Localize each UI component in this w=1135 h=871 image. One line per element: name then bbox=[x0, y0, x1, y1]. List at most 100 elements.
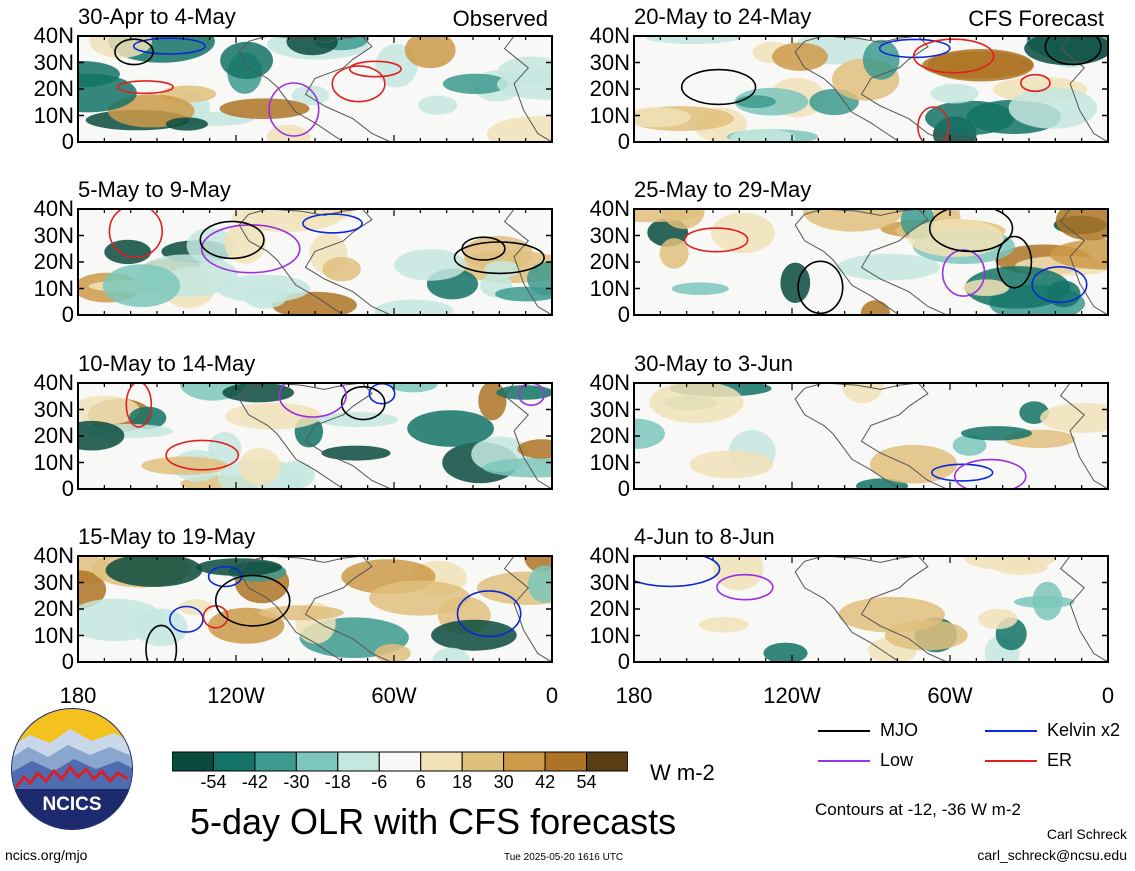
olr-anomaly-blob bbox=[1040, 402, 1108, 433]
legend-kelvin: Kelvin x2 bbox=[985, 720, 1120, 741]
olr-anomaly-blob bbox=[649, 383, 744, 424]
olr-anomaly-blob bbox=[238, 448, 281, 486]
y-tick-label: 40N bbox=[33, 543, 74, 568]
olr-anomaly-blob bbox=[671, 282, 729, 296]
author-email: carl_schreck@ncsu.edu bbox=[977, 847, 1127, 863]
y-tick-label: 40N bbox=[589, 543, 630, 568]
y-tick-label: 10N bbox=[33, 275, 74, 301]
legend-mjo-label: MJO bbox=[880, 720, 918, 740]
coastline-africa bbox=[1059, 383, 1108, 489]
legend-mjo-line bbox=[818, 730, 870, 733]
coastline-africa bbox=[503, 383, 552, 489]
y-tick-label: 40N bbox=[33, 196, 74, 221]
wave-contour bbox=[456, 590, 522, 638]
y-tick-label: 30N bbox=[589, 396, 630, 422]
olr-anomaly-blob bbox=[89, 36, 152, 58]
wave-contour bbox=[278, 383, 347, 418]
olr-anomaly-blob bbox=[196, 558, 282, 576]
colorbar-swatch bbox=[461, 751, 505, 772]
olr-anomaly-blob bbox=[394, 249, 467, 281]
olr-anomaly-blob bbox=[388, 383, 438, 393]
olr-anomaly-blob bbox=[291, 209, 353, 222]
colorbar-tick-label: -30 bbox=[283, 772, 310, 792]
olr-anomaly-blob bbox=[862, 39, 900, 80]
olr-anomaly-blob bbox=[78, 420, 125, 451]
olr-anomaly-blob bbox=[772, 42, 828, 71]
colorbar-swatch bbox=[254, 751, 297, 772]
olr-anomaly-blob bbox=[713, 556, 764, 591]
olr-anomaly-blob bbox=[291, 85, 330, 106]
coastline-africa bbox=[503, 556, 552, 662]
source-url: ncics.org/mjo bbox=[5, 847, 88, 863]
colorbar-swatch bbox=[337, 751, 380, 772]
olr-anomaly-blob bbox=[442, 73, 508, 95]
wave-contour bbox=[683, 227, 749, 253]
olr-anomaly-blob bbox=[404, 36, 456, 69]
olr-anomaly-blob bbox=[219, 98, 310, 119]
panel-title-p7: 30-May to 3-Jun bbox=[634, 351, 793, 376]
olr-anomaly-blob bbox=[1008, 87, 1098, 129]
olr-anomaly-blob bbox=[225, 402, 322, 430]
y-tick-label: 0 bbox=[617, 649, 630, 674]
map-panel-p1 bbox=[77, 35, 553, 143]
y-tick-label: 0 bbox=[61, 649, 74, 674]
map-panel-p6 bbox=[633, 208, 1109, 316]
coastline-africa bbox=[1059, 36, 1108, 142]
olr-anomaly-blob bbox=[952, 435, 987, 456]
legend-er: ER bbox=[985, 750, 1072, 771]
wave-contour bbox=[996, 235, 1033, 289]
colorbar-tick-label: 54 bbox=[576, 772, 597, 792]
olr-anomaly-blob bbox=[735, 95, 776, 109]
olr-anomaly-blob bbox=[220, 41, 273, 79]
figure-title: 5-day OLR with CFS forecasts bbox=[190, 801, 677, 842]
colorbar-swatch bbox=[503, 751, 546, 772]
colorbar-units: W m-2 bbox=[650, 760, 715, 785]
panel-title-p2: 5-May to 9-May bbox=[78, 177, 231, 202]
panel-title-p4: 15-May to 19-May bbox=[78, 524, 256, 549]
olr-anomaly-blob bbox=[486, 116, 552, 142]
y-tick-label: 10N bbox=[589, 102, 630, 128]
x-tick-label: 60W bbox=[927, 683, 973, 708]
olr-anomaly-blob bbox=[698, 617, 749, 633]
olr-anomaly-blob bbox=[322, 256, 361, 282]
wave-contour bbox=[917, 106, 950, 142]
olr-anomaly-blob bbox=[78, 598, 165, 642]
olr-anomaly-blob bbox=[645, 36, 741, 44]
olr-anomaly-blob bbox=[102, 264, 181, 308]
olr-anomaly-blob bbox=[78, 395, 140, 425]
y-tick-label: 30N bbox=[589, 49, 630, 75]
x-tick-label: 180 bbox=[615, 683, 653, 708]
olr-anomaly-blob bbox=[869, 444, 958, 484]
y-tick-label: 10N bbox=[33, 449, 74, 475]
legend-mjo: MJO bbox=[818, 720, 918, 741]
y-tick-label: 10N bbox=[589, 622, 630, 648]
wave-contour bbox=[145, 624, 178, 662]
olr-anomaly-blob bbox=[634, 418, 665, 449]
olr-anomaly-blob bbox=[407, 410, 494, 447]
legend-kelvin-line bbox=[985, 730, 1037, 733]
wave-contour bbox=[268, 82, 320, 137]
coastline-africa bbox=[1059, 556, 1108, 662]
olr-anomaly-blob bbox=[432, 647, 470, 662]
colorbar-swatch bbox=[378, 751, 422, 772]
olr-anomaly-blob bbox=[1055, 209, 1108, 241]
wave-contour bbox=[199, 220, 265, 260]
olr-anomaly-blob bbox=[129, 406, 167, 430]
contours-note: Contours at -12, -36 W m-2 bbox=[815, 800, 1021, 819]
olr-anomaly-blob bbox=[165, 117, 208, 131]
olr-anomaly-blob bbox=[1050, 239, 1108, 270]
olr-anomaly-blob bbox=[961, 426, 1032, 441]
olr-anomaly-blob bbox=[930, 83, 979, 104]
wave-contour bbox=[116, 80, 174, 95]
olr-anomaly-blob bbox=[374, 299, 454, 315]
wave-contour bbox=[634, 556, 721, 588]
olr-anomaly-blob bbox=[1046, 280, 1081, 308]
wave-contour bbox=[878, 38, 951, 59]
olr-anomaly-blob bbox=[482, 458, 552, 478]
wave-contour bbox=[941, 249, 986, 297]
y-tick-label: 10N bbox=[33, 102, 74, 128]
olr-anomaly-blob bbox=[369, 580, 471, 616]
olr-anomaly-blob bbox=[763, 642, 808, 662]
x-tick-label: 120W bbox=[763, 683, 821, 708]
